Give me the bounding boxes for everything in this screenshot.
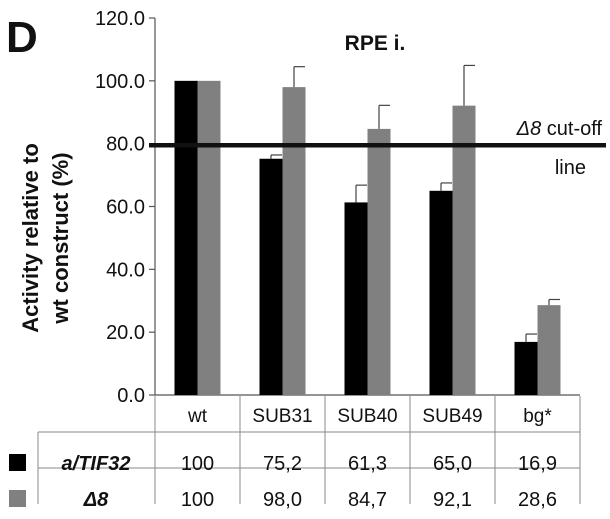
bar <box>344 202 368 395</box>
y-tick-label: 20.0 <box>106 322 145 344</box>
y-axis-label-line-1: Activity relative to <box>18 143 43 333</box>
data-label: 65,0 <box>433 453 472 475</box>
cutoff-label-line-2: line <box>555 157 586 179</box>
cutoff-label: Δ8 cut-off <box>516 118 603 140</box>
data-label: 61,3 <box>348 453 387 475</box>
data-table: wt SUB31 SUB40 SUB49 bg* a/TIF32 100 75,2 61,3 65… <box>9 396 581 511</box>
y-axis-label: Activity relative to wt construct (%) <box>18 143 73 333</box>
legend-label: Δ8 <box>83 489 109 511</box>
x-tick-label: SUB40 <box>337 406 397 427</box>
data-label: 100 <box>181 453 214 475</box>
x-tick-label: SUB31 <box>252 406 312 427</box>
data-label: 84,7 <box>348 489 387 511</box>
data-label: 28,6 <box>518 489 557 511</box>
bar <box>282 87 306 395</box>
panel-letter: D <box>6 13 38 62</box>
y-axis-label-line-2: wt construct (%) <box>48 152 73 324</box>
data-label: 100 <box>181 489 214 511</box>
axes: 0.0 20.0 40.0 60.0 80.0 100.0 120.0 <box>95 8 580 407</box>
data-label: 16,9 <box>518 453 557 475</box>
x-tick-label: wt <box>187 406 208 427</box>
chart-title: RPE i. <box>345 32 406 55</box>
legend-swatch <box>9 454 26 471</box>
y-tick-label: 80.0 <box>106 134 145 156</box>
y-tick-label: 100.0 <box>95 71 145 93</box>
y-tick-label: 60.0 <box>106 197 145 219</box>
legend-swatch <box>9 490 26 507</box>
data-label: 98,0 <box>263 489 302 511</box>
legend-label: a/TIF32 <box>62 453 131 475</box>
x-tick-label: bg* <box>523 406 552 427</box>
y-tick-label: 120.0 <box>95 8 145 30</box>
bars <box>174 64 561 396</box>
cutoff-reference: Δ8 cut-off line <box>149 118 606 179</box>
bar <box>197 80 221 395</box>
y-tick-label: 0.0 <box>117 385 145 407</box>
bar <box>452 105 476 395</box>
bar <box>174 80 198 395</box>
bar <box>259 158 283 395</box>
bar <box>429 190 453 395</box>
bar <box>367 128 391 396</box>
y-tick-label: 40.0 <box>106 259 145 281</box>
bar <box>514 341 538 395</box>
bar <box>537 305 561 395</box>
x-tick-label: SUB49 <box>422 406 482 427</box>
data-label: 75,2 <box>263 453 302 475</box>
data-label: 92,1 <box>433 489 472 511</box>
